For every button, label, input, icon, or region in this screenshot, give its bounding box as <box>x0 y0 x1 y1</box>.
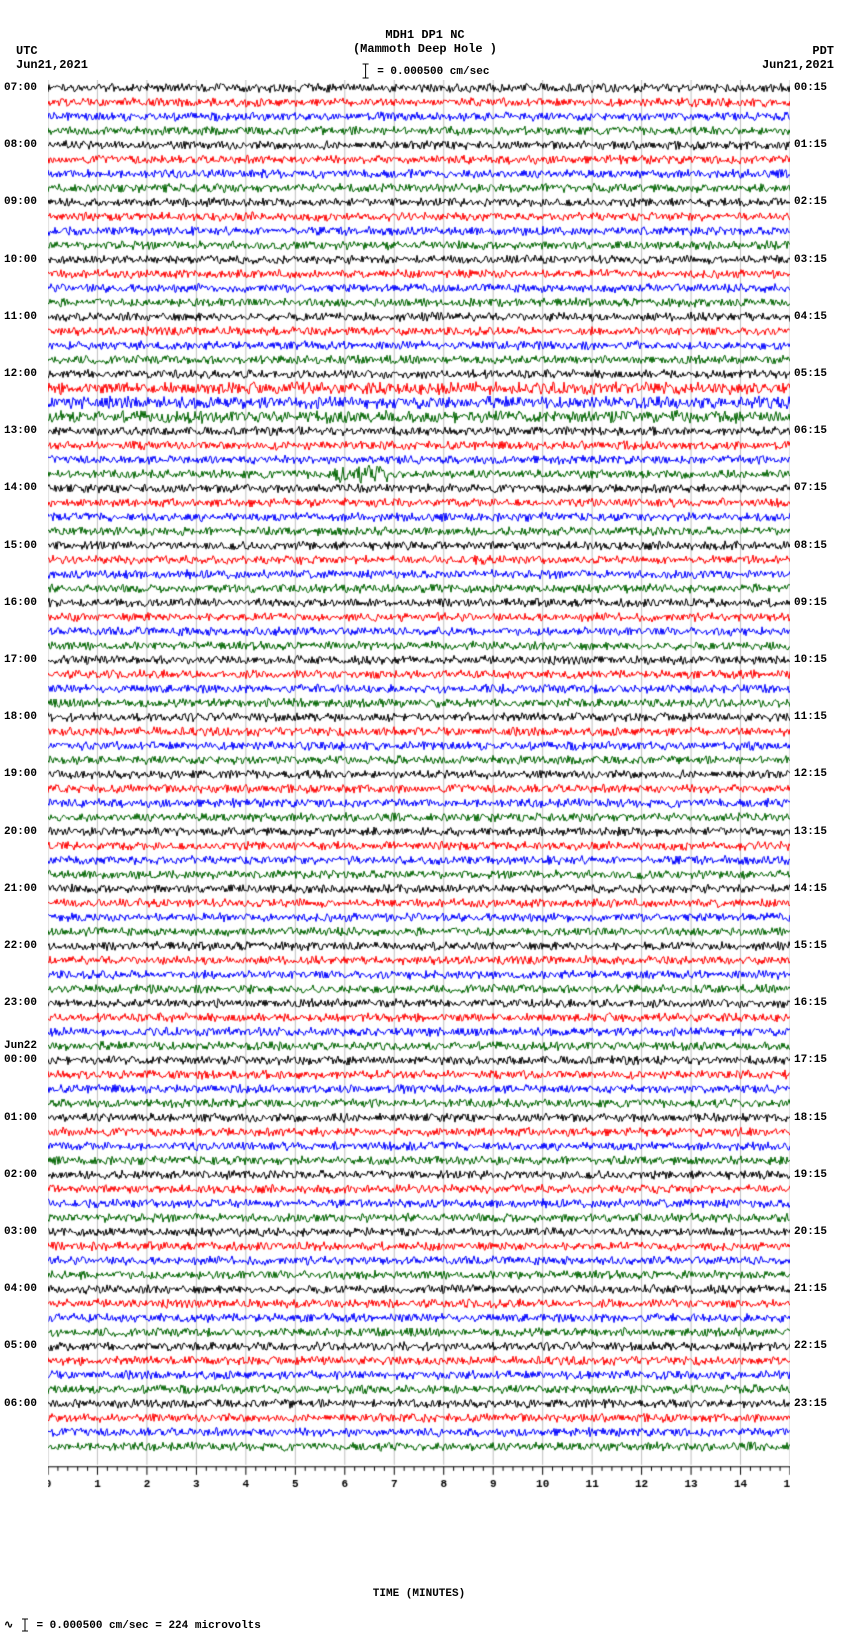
time-label: 05:15 <box>794 368 827 380</box>
time-label: 04:00 <box>4 1283 37 1295</box>
scale-bar-icon <box>361 62 371 80</box>
time-label: 10:00 <box>4 254 37 266</box>
header: UTC Jun21,2021 MDH1 DP1 NC (Mammoth Deep… <box>0 0 850 80</box>
time-label: 05:00 <box>4 1340 37 1352</box>
title-block: MDH1 DP1 NC (Mammoth Deep Hole ) <box>353 28 497 57</box>
time-label: 01:00 <box>4 1112 37 1124</box>
plot-area: 07:0008:0009:0010:0011:0012:0013:0014:00… <box>48 80 790 1600</box>
time-label: 09:15 <box>794 597 827 609</box>
time-label: 03:15 <box>794 254 827 266</box>
time-label: 22:00 <box>4 940 37 952</box>
time-label: 19:00 <box>4 768 37 780</box>
time-label: 07:00 <box>4 82 37 94</box>
left-tz: UTC <box>16 44 88 58</box>
time-label: 18:00 <box>4 711 37 723</box>
time-label: 21:15 <box>794 1283 827 1295</box>
time-label: 07:15 <box>794 482 827 494</box>
footer-scale-bar-icon <box>20 1618 30 1632</box>
header-left: UTC Jun21,2021 <box>16 44 88 73</box>
time-label: Jun22 <box>4 1040 37 1052</box>
time-label: 15:00 <box>4 540 37 552</box>
right-tz: PDT <box>762 44 834 58</box>
right-date: Jun21,2021 <box>762 58 834 72</box>
time-label: 09:00 <box>4 196 37 208</box>
time-label: 02:00 <box>4 1169 37 1181</box>
time-label: 04:15 <box>794 311 827 323</box>
scale-indicator: = 0.000500 cm/sec <box>361 62 490 80</box>
time-label: 22:15 <box>794 1340 827 1352</box>
time-label: 17:00 <box>4 654 37 666</box>
footer: ∿ = 0.000500 cm/sec = 224 microvolts <box>0 1600 850 1640</box>
station-name: (Mammoth Deep Hole ) <box>353 42 497 56</box>
time-label: 14:00 <box>4 482 37 494</box>
time-label: 11:00 <box>4 311 37 323</box>
header-right: PDT Jun21,2021 <box>762 44 834 73</box>
time-label: 18:15 <box>794 1112 827 1124</box>
footer-text: = 0.000500 cm/sec = 224 microvolts <box>36 1620 260 1632</box>
time-label: 08:15 <box>794 540 827 552</box>
time-label: 08:00 <box>4 139 37 151</box>
time-label: 06:00 <box>4 1398 37 1410</box>
time-label: 10:15 <box>794 654 827 666</box>
scale-text: = 0.000500 cm/sec <box>377 66 489 78</box>
footer-glyph: ∿ <box>4 1620 13 1632</box>
time-label: 23:00 <box>4 997 37 1009</box>
time-label: 20:00 <box>4 826 37 838</box>
time-label: 06:15 <box>794 425 827 437</box>
time-label: 00:15 <box>794 82 827 94</box>
time-label: 12:00 <box>4 368 37 380</box>
time-label: 16:15 <box>794 997 827 1009</box>
time-label: 14:15 <box>794 883 827 895</box>
time-label: 02:15 <box>794 196 827 208</box>
time-label: 01:15 <box>794 139 827 151</box>
time-label: 00:00 <box>4 1054 37 1066</box>
seismogram-canvas <box>48 80 790 1586</box>
time-label: 15:15 <box>794 940 827 952</box>
x-axis-label: TIME (MINUTES) <box>48 1588 790 1600</box>
time-label: 03:00 <box>4 1226 37 1238</box>
time-label: 19:15 <box>794 1169 827 1181</box>
time-label: 11:15 <box>794 711 827 723</box>
left-date: Jun21,2021 <box>16 58 88 72</box>
time-label: 20:15 <box>794 1226 827 1238</box>
time-label: 23:15 <box>794 1398 827 1410</box>
station-id: MDH1 DP1 NC <box>353 28 497 42</box>
time-label: 16:00 <box>4 597 37 609</box>
time-label: 12:15 <box>794 768 827 780</box>
time-label: 13:15 <box>794 826 827 838</box>
time-label: 21:00 <box>4 883 37 895</box>
time-label: 17:15 <box>794 1054 827 1066</box>
time-label: 13:00 <box>4 425 37 437</box>
